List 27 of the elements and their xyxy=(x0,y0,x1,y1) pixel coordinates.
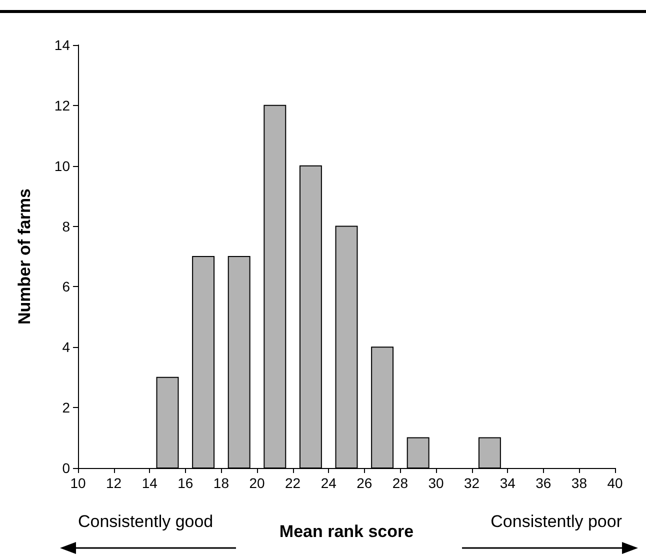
text: Consistently poor xyxy=(490,512,622,532)
y-tick-label: 14 xyxy=(54,37,70,53)
x-axis-title: Mean rank score xyxy=(279,522,414,541)
x-tick-label: 22 xyxy=(285,475,301,491)
text: Consistently good xyxy=(78,512,214,532)
x-tick-label: 36 xyxy=(536,475,552,491)
x-tick-label: 12 xyxy=(106,475,122,491)
y-tick-label: 10 xyxy=(54,158,70,174)
y-tick-label: 12 xyxy=(54,97,70,114)
x-tick-label: 32 xyxy=(464,475,480,491)
y-tick-label: 6 xyxy=(62,278,70,295)
x-tick-label: 38 xyxy=(571,475,588,491)
x-tick-label: 20 xyxy=(249,475,265,491)
y-tick-label: 2 xyxy=(62,400,70,416)
x-tick-label: 14 xyxy=(142,475,158,491)
x-tick-label: 16 xyxy=(178,475,194,491)
x-tick-label: 30 xyxy=(428,475,444,491)
x-tick-label: 28 xyxy=(392,475,408,491)
y-tick-label: 8 xyxy=(62,218,70,234)
x-tick-label: 40 xyxy=(607,475,623,491)
y-axis-title: Number of farms xyxy=(15,188,34,325)
x-tick-label: 24 xyxy=(320,475,337,491)
y-tick-label: 0 xyxy=(62,460,70,476)
x-tick-label: 26 xyxy=(356,475,372,491)
x-tick-label: 34 xyxy=(500,475,516,491)
y-tick-label: 4 xyxy=(62,339,70,356)
x-tick-label: 18 xyxy=(213,475,230,491)
